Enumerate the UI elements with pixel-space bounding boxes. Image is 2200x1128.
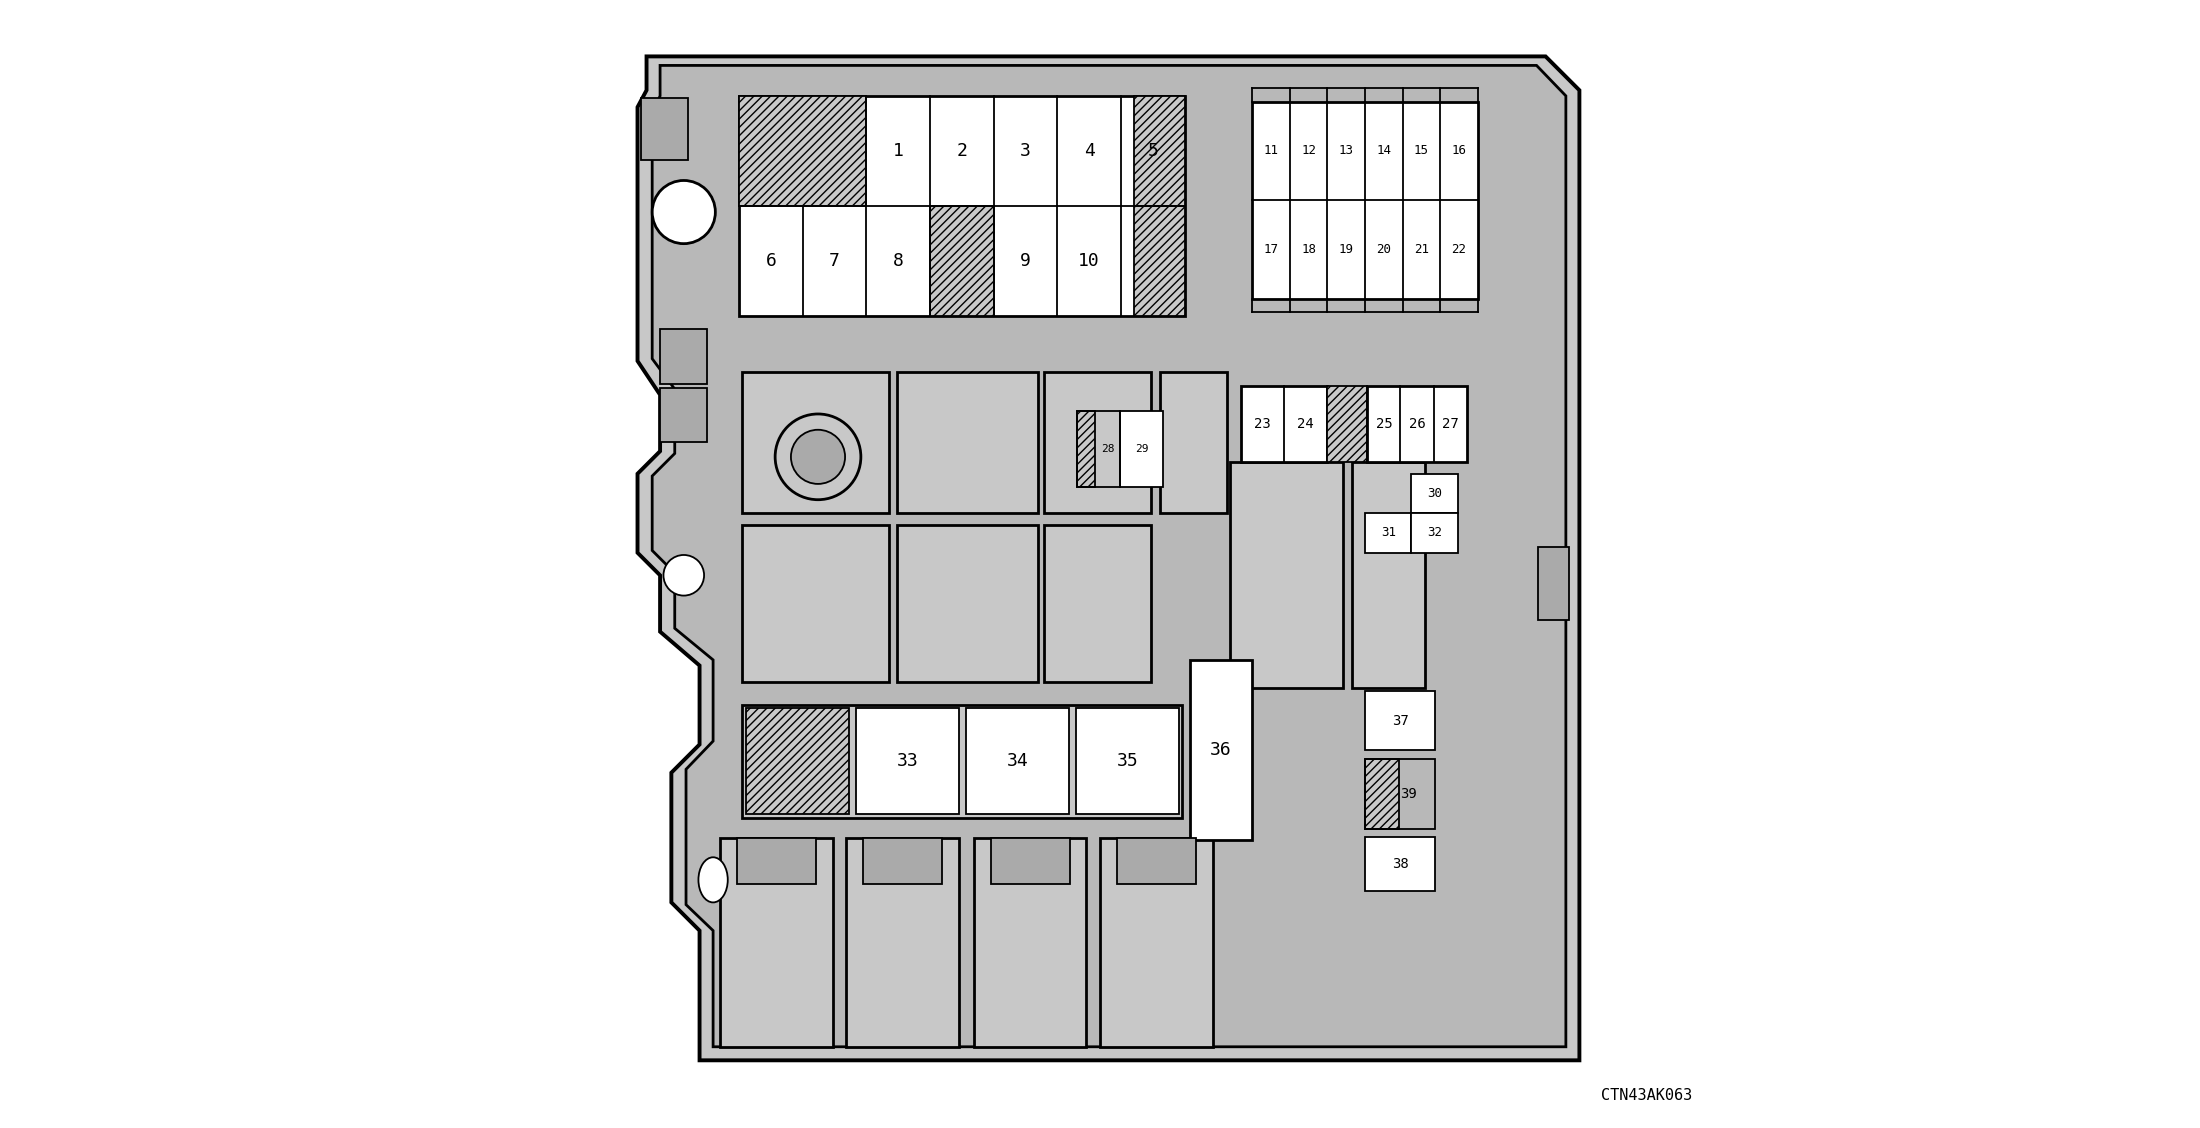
Text: 31: 31: [1382, 527, 1395, 539]
Bar: [660, 388, 708, 442]
Text: 18: 18: [1300, 243, 1316, 256]
Text: 3: 3: [1021, 142, 1032, 160]
Text: 26: 26: [1408, 417, 1426, 431]
Text: 2: 2: [957, 142, 968, 160]
Bar: [741, 705, 1181, 818]
Bar: [1327, 386, 1368, 462]
Bar: [1368, 386, 1467, 462]
Bar: [966, 708, 1069, 814]
Bar: [739, 96, 867, 205]
Text: 39: 39: [1399, 787, 1417, 801]
Bar: [898, 525, 1038, 682]
Text: 1: 1: [893, 142, 904, 160]
Bar: [1190, 660, 1252, 840]
Text: 16: 16: [1452, 144, 1467, 158]
Text: 7: 7: [829, 252, 840, 270]
Bar: [737, 838, 816, 884]
Bar: [1076, 708, 1179, 814]
Text: 10: 10: [1078, 252, 1100, 270]
Bar: [1043, 525, 1151, 682]
Text: 38: 38: [1393, 857, 1408, 871]
Text: 22: 22: [1452, 243, 1467, 256]
Text: 34: 34: [1005, 752, 1027, 770]
Text: 27: 27: [1441, 417, 1459, 431]
Bar: [741, 372, 889, 513]
Circle shape: [792, 430, 845, 484]
Bar: [1078, 411, 1120, 487]
Bar: [1120, 411, 1164, 487]
Circle shape: [664, 555, 704, 596]
Text: 33: 33: [898, 752, 917, 770]
Bar: [739, 96, 1184, 316]
Text: 4: 4: [1085, 142, 1096, 160]
Text: 6: 6: [766, 252, 777, 270]
Bar: [1364, 759, 1434, 829]
Text: 17: 17: [1263, 243, 1278, 256]
Text: 21: 21: [1415, 243, 1430, 256]
Bar: [1351, 462, 1426, 688]
Text: 12: 12: [1300, 144, 1316, 158]
Bar: [847, 838, 959, 1047]
Text: 11: 11: [1263, 144, 1278, 158]
Bar: [898, 372, 1038, 513]
Text: 9: 9: [1021, 252, 1032, 270]
Bar: [1538, 547, 1569, 620]
Text: 13: 13: [1340, 144, 1353, 158]
Text: 30: 30: [1428, 487, 1441, 500]
Bar: [1043, 372, 1151, 513]
Bar: [1100, 838, 1212, 1047]
Bar: [975, 838, 1087, 1047]
Bar: [1364, 759, 1399, 829]
Text: 35: 35: [1115, 752, 1137, 770]
Ellipse shape: [697, 857, 728, 902]
Bar: [990, 838, 1069, 884]
Bar: [1364, 513, 1412, 553]
Bar: [741, 525, 889, 682]
Circle shape: [651, 180, 715, 244]
Text: 25: 25: [1375, 417, 1393, 431]
Text: 20: 20: [1377, 243, 1390, 256]
Bar: [746, 708, 849, 814]
Bar: [1230, 462, 1342, 688]
Bar: [1133, 205, 1184, 316]
Text: 24: 24: [1298, 417, 1313, 431]
Bar: [931, 205, 994, 316]
Bar: [660, 329, 708, 384]
Text: CTN43AK063: CTN43AK063: [1602, 1089, 1692, 1103]
Bar: [1364, 691, 1434, 750]
Text: 5: 5: [1148, 142, 1157, 160]
Text: 23: 23: [1254, 417, 1272, 431]
Text: 32: 32: [1428, 527, 1441, 539]
Bar: [719, 838, 832, 1047]
Text: 8: 8: [893, 252, 904, 270]
Text: 28: 28: [1100, 444, 1113, 453]
Text: 29: 29: [1135, 444, 1148, 453]
Bar: [1078, 411, 1096, 487]
Bar: [640, 98, 689, 160]
Bar: [856, 708, 959, 814]
Polygon shape: [651, 65, 1566, 1047]
Bar: [1118, 838, 1197, 884]
Polygon shape: [638, 56, 1580, 1060]
Bar: [1241, 386, 1327, 462]
Bar: [1412, 513, 1459, 553]
Bar: [1412, 474, 1459, 513]
Text: 14: 14: [1377, 144, 1390, 158]
Text: 37: 37: [1393, 714, 1408, 728]
Bar: [1364, 837, 1434, 891]
Text: 36: 36: [1210, 741, 1232, 759]
Bar: [862, 838, 942, 884]
Text: 19: 19: [1340, 243, 1353, 256]
Circle shape: [774, 414, 860, 500]
Bar: [1133, 96, 1184, 205]
Text: 15: 15: [1415, 144, 1430, 158]
Bar: [1159, 372, 1228, 513]
Bar: [1252, 102, 1478, 299]
